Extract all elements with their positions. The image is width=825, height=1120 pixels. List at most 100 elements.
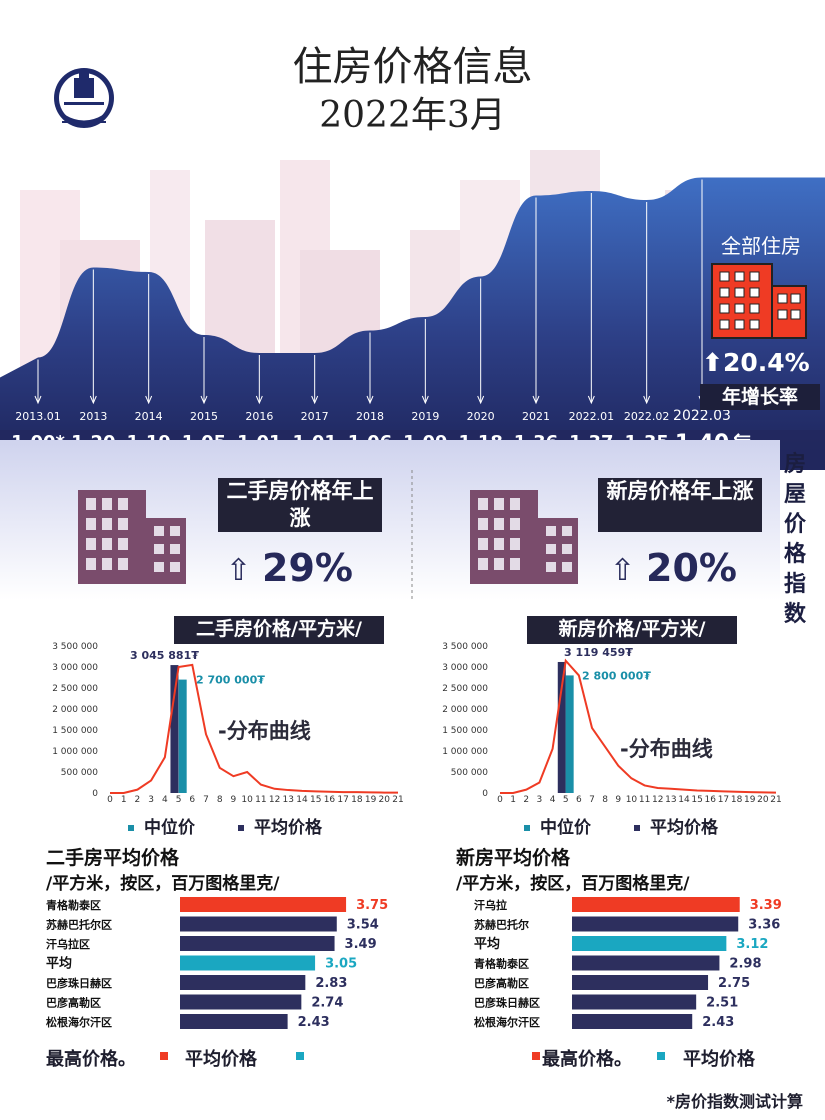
secondhand-dist-title: 二手房价格/平方米/ xyxy=(174,616,384,644)
district-value: 3.36 xyxy=(748,918,780,933)
legend-max-label: 最高价格。 xyxy=(542,1049,632,1070)
index-year-label: 2020 xyxy=(467,410,495,423)
district-bar xyxy=(572,955,720,971)
y-tick-label: 0 xyxy=(482,789,488,799)
index-year-label: 2013 xyxy=(79,410,107,423)
legend-mean-label: 平均价格 xyxy=(254,817,323,838)
secondhand-avg-subtitle: /平方米，按区，百万图格里克/ xyxy=(46,874,280,894)
all-housing-label: 全部住房 xyxy=(721,234,801,258)
x-tick-label: 14 xyxy=(678,795,690,805)
district-label: 青格勒泰区 xyxy=(474,957,529,971)
index-tick-arrow xyxy=(311,395,319,405)
x-tick-label: 20 xyxy=(757,795,769,805)
x-tick-label: 14 xyxy=(296,795,308,805)
distribution-curve xyxy=(110,663,398,794)
district-bar xyxy=(180,975,306,990)
y-tick-label: 3 500 000 xyxy=(442,642,488,652)
x-tick-label: 10 xyxy=(626,795,638,805)
median-bar xyxy=(178,679,187,793)
district-value: 2.75 xyxy=(718,976,750,991)
index-year-label: 2017 xyxy=(301,410,329,423)
legend-max-label: 最高价格。 xyxy=(46,1049,136,1070)
x-tick-label: 8 xyxy=(217,795,223,805)
x-tick-label: 3 xyxy=(537,795,543,805)
district-value: 3.49 xyxy=(345,937,377,952)
index-year-label: 2022.03 xyxy=(673,408,731,424)
y-tick-label: 500 000 xyxy=(61,768,98,778)
new-growth-label: 新房价格年上涨 xyxy=(598,478,762,532)
district-bar xyxy=(572,897,740,912)
x-tick-label: 5 xyxy=(176,795,182,805)
x-tick-label: 7 xyxy=(589,795,595,805)
x-tick-label: 21 xyxy=(392,795,403,805)
index-area xyxy=(0,177,825,470)
district-bar xyxy=(572,916,739,932)
x-tick-label: 6 xyxy=(576,795,582,805)
index-year-label: 2022.01 xyxy=(569,410,615,423)
secondhand-growth-label: 二手房价格年上涨 xyxy=(218,478,382,532)
x-tick-label: 11 xyxy=(639,795,650,805)
district-label: 巴彦珠日赫区 xyxy=(46,976,112,990)
median-value-label: 2 700 000₮ xyxy=(196,674,265,687)
y-tick-label: 1 000 000 xyxy=(52,747,98,757)
y-tick-label: 2 000 000 xyxy=(442,705,488,715)
district-label: 松根海尔汗区 xyxy=(46,1015,112,1029)
legend-max-swatch xyxy=(160,1052,168,1060)
legend-avg-label: 平均价格 xyxy=(185,1049,257,1070)
page-subtitle: 2022年3月 xyxy=(319,95,506,136)
index-tick-arrow xyxy=(200,395,208,405)
index-tick-arrow xyxy=(34,395,42,405)
district-value: 3.75 xyxy=(356,898,388,913)
x-tick-label: 4 xyxy=(162,795,168,805)
index-tick-arrow xyxy=(643,395,651,405)
emblem-logo xyxy=(54,68,114,128)
district-value: 2.51 xyxy=(706,996,738,1011)
curve-annotation: -分布曲线 xyxy=(218,719,311,743)
x-tick-label: 0 xyxy=(107,795,113,805)
index-tick-arrow xyxy=(145,395,153,405)
index-tick-arrow xyxy=(532,395,540,405)
district-label: 巴彦高勒区 xyxy=(474,976,529,990)
y-tick-label: 2 000 000 xyxy=(52,705,98,715)
x-tick-label: 17 xyxy=(337,795,348,805)
district-value: 3.39 xyxy=(750,898,782,913)
x-tick-label: 6 xyxy=(189,795,195,805)
district-label: 巴彦珠日赫区 xyxy=(474,996,540,1010)
y-tick-label: 3 000 000 xyxy=(52,663,98,673)
district-label: 平均 xyxy=(46,956,72,972)
secondhand-distribution-chart: 3 500 000 3 000 000 2 500 000 2 000 000 1 50… xyxy=(52,642,404,838)
legend-median-swatch xyxy=(524,825,530,831)
district-value: 3.12 xyxy=(736,937,768,952)
legend-median-swatch xyxy=(128,825,134,831)
new-dist-title: 新房价格/平方米/ xyxy=(527,616,737,644)
growth-label: 年增长率 xyxy=(700,384,820,410)
x-tick-label: 7 xyxy=(203,795,209,805)
index-year-label: 2018 xyxy=(356,410,384,423)
new-growth-value: 20% xyxy=(646,546,737,590)
index-year-label: 2014 xyxy=(135,410,163,423)
mean-value-label: 3 045 881₮ xyxy=(130,649,199,662)
district-label: 松根海尔汗区 xyxy=(474,1015,540,1029)
median-value-label: 2 800 000₮ xyxy=(582,669,651,682)
legend-avg-swatch xyxy=(296,1052,304,1060)
x-tick-label: 15 xyxy=(691,795,702,805)
x-tick-label: 2 xyxy=(523,795,529,805)
x-tick-label: 9 xyxy=(615,795,621,805)
secondhand-building-icon xyxy=(78,490,186,584)
median-bar xyxy=(565,675,574,793)
secondhand-district-bar-chart: 青格勒泰区 3.75 苏赫巴托尔区 3.54 汗乌拉区 3.49 平均 3.05 巴彦珠日赫区 2… xyxy=(46,897,388,1030)
legend-median-label: 中位价 xyxy=(144,817,196,838)
secondhand-growth-value: 29% xyxy=(262,546,353,590)
up-arrow-icon: ⇧ xyxy=(226,553,252,588)
x-tick-label: 2 xyxy=(135,795,141,805)
index-year-label: 2019 xyxy=(411,410,439,423)
new-building-icon xyxy=(470,490,578,584)
legend-mean-swatch xyxy=(634,825,640,831)
y-tick-label: 3 500 000 xyxy=(52,642,98,652)
new-avg-title: 新房平均价格 xyxy=(456,847,571,869)
district-value: 3.54 xyxy=(347,918,379,933)
x-tick-label: 13 xyxy=(665,795,676,805)
x-tick-label: 16 xyxy=(324,795,336,805)
y-tick-label: 1 500 000 xyxy=(52,726,98,736)
